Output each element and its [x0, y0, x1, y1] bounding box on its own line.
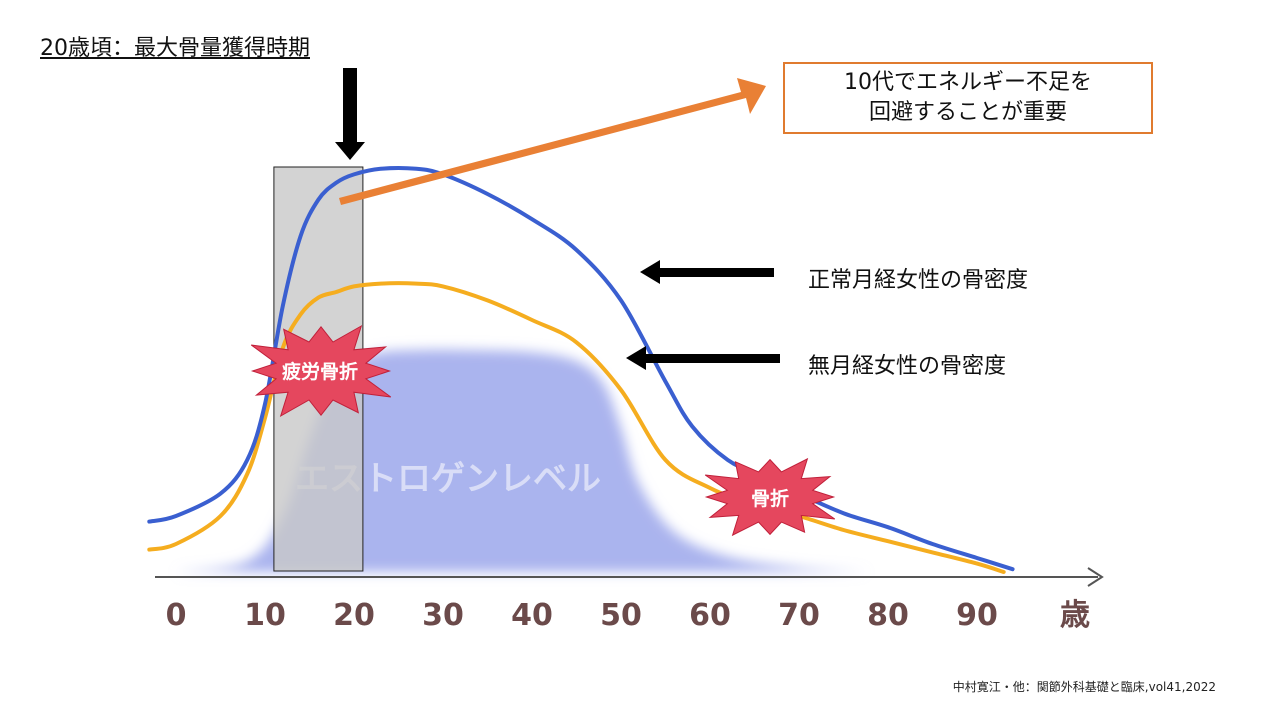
x-tick-label: 90 — [956, 598, 998, 633]
orange-arrow-icon — [339, 78, 766, 205]
fracture-burst: 骨折 — [704, 457, 836, 537]
citation: 中村寛江・他：関節外科基礎と臨床,vol41,2022 — [952, 680, 1216, 694]
x-tick-label: 30 — [422, 598, 464, 633]
x-unit-label: 歳 — [1060, 598, 1090, 633]
fracture-burst-icon — [704, 457, 836, 537]
stress-fracture-label: 疲労骨折 — [282, 360, 358, 383]
x-tick-label: 20 — [333, 598, 375, 633]
x-tick-label: 50 — [600, 598, 642, 633]
key-message-box: 10代でエネルギー不足を 回避することが重要 — [783, 62, 1153, 134]
page-title: 20歳頃：最大骨量獲得時期 — [40, 36, 310, 61]
legend-arrow-normal-icon — [640, 260, 774, 284]
x-tick-label: 60 — [689, 598, 731, 633]
x-tick-label: 40 — [511, 598, 553, 633]
legend-amenorrhea-label: 無月経女性の骨密度 — [808, 354, 1007, 379]
x-axis-arrowhead — [1087, 567, 1104, 587]
down-arrow-icon — [335, 68, 365, 160]
x-tick-label: 10 — [244, 598, 286, 633]
key-message-line-2: 回避することが重要 — [868, 100, 1067, 125]
x-tick-label: 70 — [778, 598, 820, 633]
x-tick-label: 80 — [867, 598, 909, 633]
stress-fracture-burst-icon — [250, 324, 392, 418]
legend-normal-label: 正常月経女性の骨密度 — [808, 268, 1029, 293]
legend-arrow-amenorrhea-icon — [626, 346, 780, 370]
x-tick-labels: 0 10 20 30 40 50 60 70 80 90 — [166, 598, 998, 633]
stress-fracture-burst: 疲労骨折 — [250, 324, 392, 418]
amenorrhea-bone-density-line — [147, 281, 1006, 574]
x-tick-label: 0 — [166, 598, 187, 633]
key-message-line-1: 10代でエネルギー不足を — [844, 70, 1092, 95]
fracture-label: 骨折 — [751, 488, 789, 510]
